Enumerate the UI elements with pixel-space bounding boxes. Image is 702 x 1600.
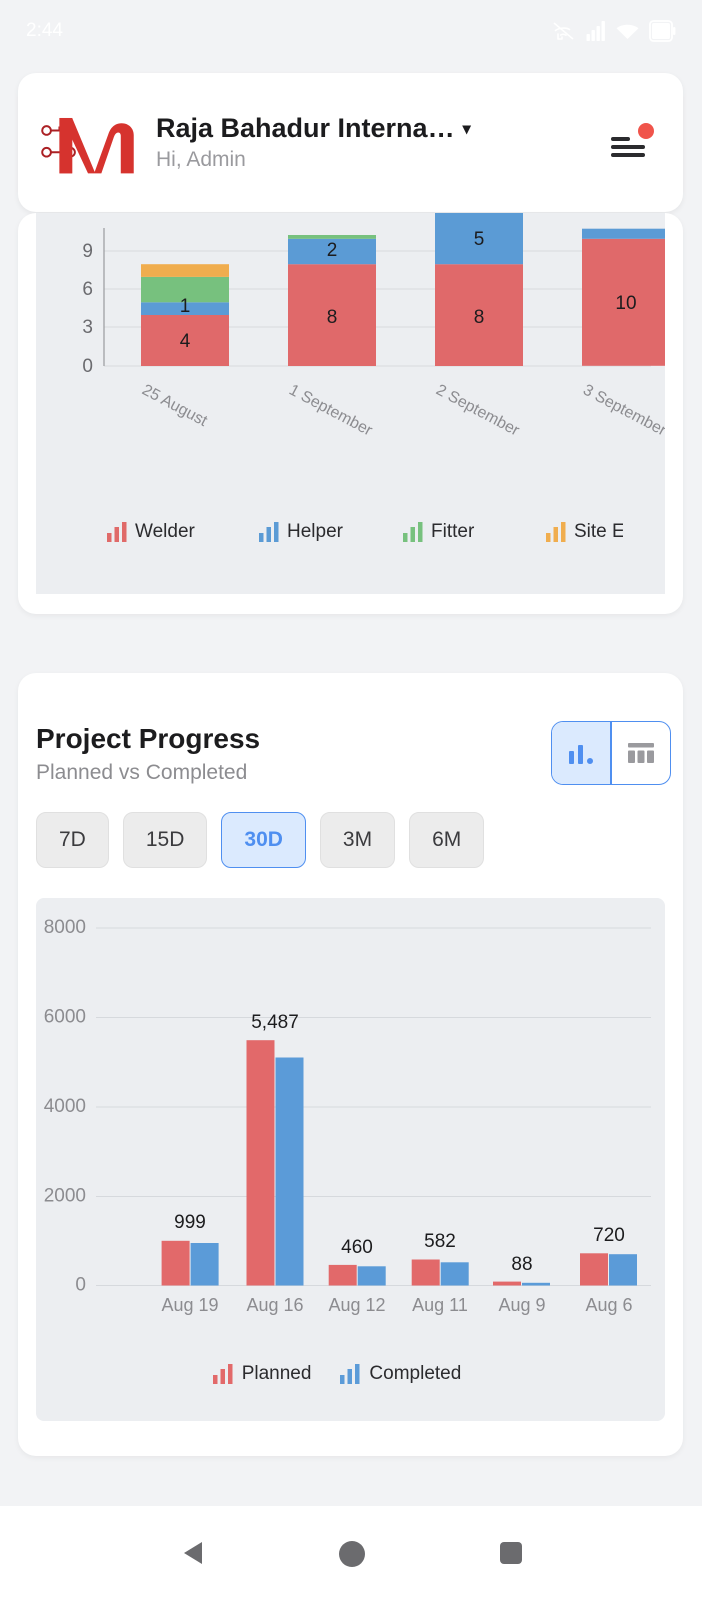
svg-text:Aug 6: Aug 6: [585, 1295, 632, 1315]
svg-text:720: 720: [593, 1225, 625, 1246]
svg-text:4000: 4000: [44, 1096, 86, 1117]
svg-text:3 September: 3 September: [580, 382, 665, 440]
svg-text:8: 8: [327, 307, 338, 328]
svg-text:3: 3: [82, 317, 93, 338]
svg-text:8000: 8000: [44, 917, 86, 938]
svg-text:9: 9: [82, 241, 93, 262]
svg-text:5: 5: [474, 229, 485, 250]
svg-text:1: 1: [180, 296, 191, 317]
svg-text:2: 2: [327, 240, 338, 261]
svg-text:8: 8: [474, 307, 485, 328]
svg-text:10: 10: [615, 293, 636, 314]
svg-text:2 September: 2 September: [433, 382, 522, 440]
svg-text:0: 0: [82, 356, 93, 377]
svg-text:6: 6: [82, 279, 93, 300]
svg-text:582: 582: [424, 1231, 456, 1252]
svg-text:1 September: 1 September: [286, 382, 375, 440]
svg-text:Aug 16: Aug 16: [246, 1295, 303, 1315]
svg-text:0: 0: [75, 1275, 86, 1296]
svg-text:460: 460: [341, 1237, 373, 1258]
svg-text:25 August: 25 August: [139, 382, 210, 431]
svg-text:88: 88: [511, 1254, 532, 1275]
svg-text:5,487: 5,487: [251, 1012, 299, 1033]
svg-text:999: 999: [174, 1212, 206, 1233]
svg-text:Aug 12: Aug 12: [328, 1295, 385, 1315]
svg-text:Aug 11: Aug 11: [412, 1295, 468, 1315]
svg-text:Aug 9: Aug 9: [498, 1295, 545, 1315]
svg-text:Aug 19: Aug 19: [161, 1295, 218, 1315]
svg-text:2000: 2000: [44, 1186, 86, 1207]
svg-text:4: 4: [180, 331, 191, 352]
svg-text:6000: 6000: [44, 1007, 86, 1028]
